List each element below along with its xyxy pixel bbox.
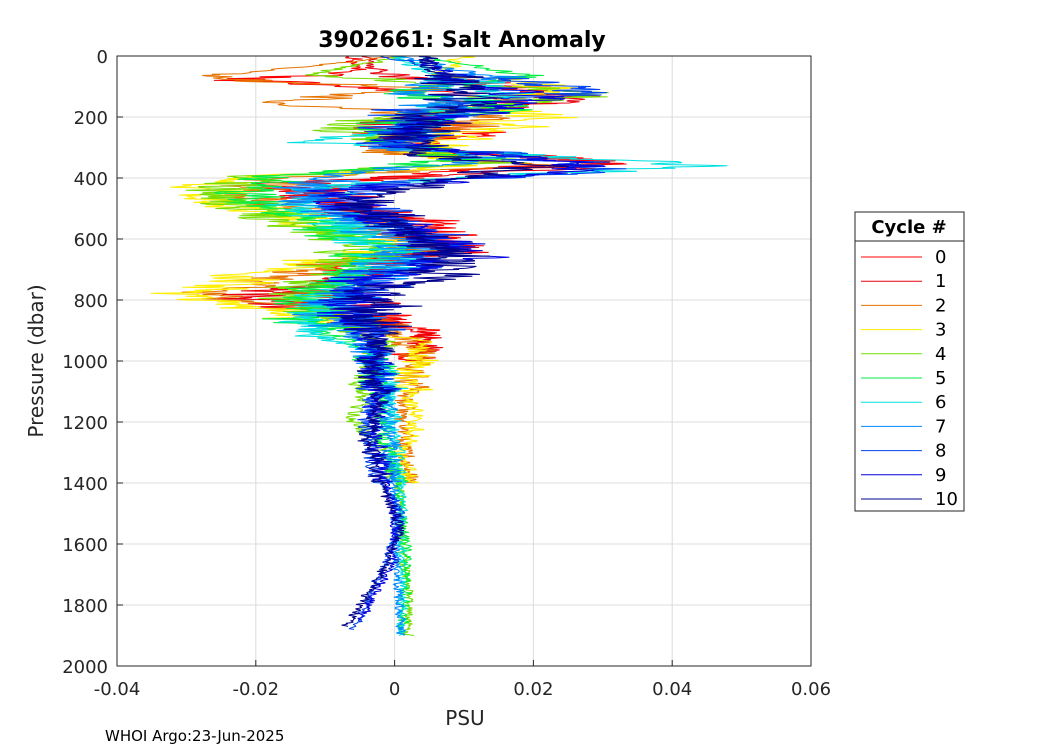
x-axis: -0.04 -0.02 0 0.02 0.04 0.06 <box>94 660 831 700</box>
y-tick-label: 600 <box>74 230 108 251</box>
y-axis: 0 200 400 600 800 1000 1200 1400 1600 1800 2000 <box>62 47 123 678</box>
x-tick-label: 0.06 <box>791 679 831 700</box>
legend: Cycle # 0 1 2 3 4 5 6 7 8 9 10 <box>854 211 965 512</box>
legend-title: Cycle # <box>871 217 946 238</box>
x-tick-label: 0.02 <box>513 679 553 700</box>
x-tick-label: -0.04 <box>94 679 141 700</box>
x-tick-label: 0 <box>389 679 400 700</box>
y-tick-label: 0 <box>97 47 108 68</box>
y-tick-label: 400 <box>74 169 108 190</box>
series-line-cycle-10 <box>329 56 570 627</box>
y-tick-label: 2000 <box>62 657 108 678</box>
legend-label-cycle-0: 0 <box>935 247 946 268</box>
legend-label-cycle-9: 9 <box>935 465 946 486</box>
y-tick-label: 200 <box>74 108 108 129</box>
legend-items: 0 1 2 3 4 5 6 7 8 9 10 <box>861 247 958 510</box>
x-tick-label: -0.02 <box>233 679 280 700</box>
y-tick-label: 1600 <box>62 535 108 556</box>
y-tick-label: 1400 <box>62 474 108 495</box>
y-tick-label: 800 <box>74 291 108 312</box>
series-layer <box>150 56 728 636</box>
x-axis-label: PSU <box>445 706 484 730</box>
series-line-cycle-3 <box>150 56 578 484</box>
legend-label-cycle-4: 4 <box>935 344 946 365</box>
footer-stamp: WHOI Argo:23-Jun-2025 <box>105 727 284 745</box>
legend-label-cycle-2: 2 <box>935 295 946 316</box>
series-line-cycle-4 <box>185 56 609 636</box>
y-tick-label: 1000 <box>62 352 108 373</box>
x-tick-label: 0.04 <box>652 679 692 700</box>
legend-label-cycle-6: 6 <box>935 392 946 413</box>
y-tick-label: 1800 <box>62 596 108 617</box>
legend-box <box>854 211 965 512</box>
legend-label-cycle-1: 1 <box>935 271 946 292</box>
y-axis-label: Pressure (dbar) <box>24 284 48 437</box>
legend-label-cycle-8: 8 <box>935 441 946 462</box>
legend-label-cycle-3: 3 <box>935 320 946 341</box>
legend-label-cycle-5: 5 <box>935 368 946 389</box>
legend-label-cycle-10: 10 <box>935 489 958 510</box>
legend-label-cycle-7: 7 <box>935 416 946 437</box>
plot-area: -0.04 -0.02 0 0.02 0.04 0.06 0 200 400 600 800 100… <box>62 47 831 700</box>
chart-title: 3902661: Salt Anomaly <box>318 28 605 53</box>
y-tick-label: 1200 <box>62 413 108 434</box>
